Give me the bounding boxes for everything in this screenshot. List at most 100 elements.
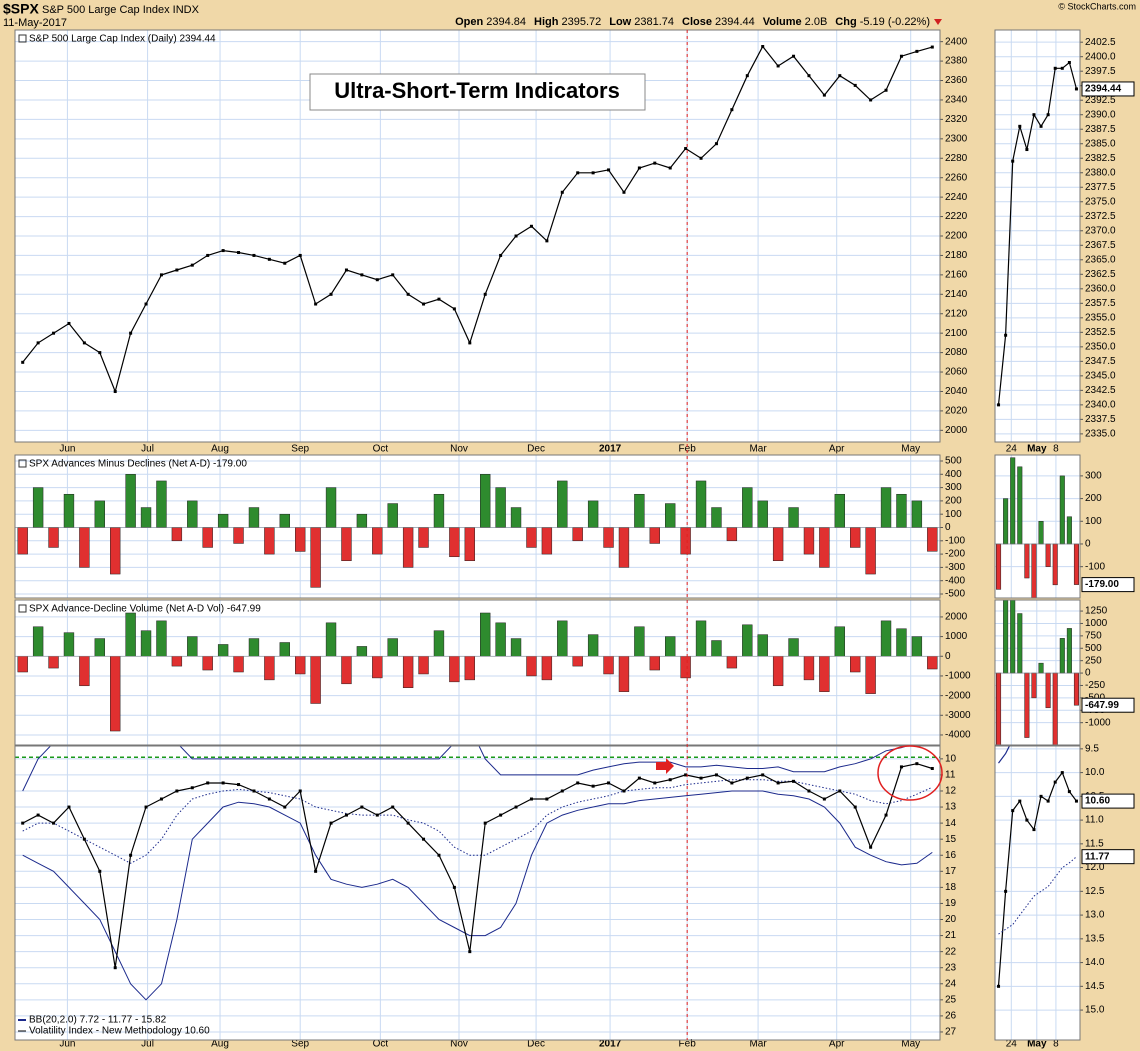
- panel-frame: [994, 599, 1081, 746]
- price-bar: [622, 190, 626, 194]
- annotation: Ultra-Short-Term Indicators: [334, 78, 620, 103]
- price-bar: [807, 789, 811, 793]
- price-bar: [190, 263, 194, 267]
- y-tick-label: -4000: [945, 730, 971, 741]
- x-tick-label: 2017: [599, 444, 622, 455]
- price-bar: [1053, 780, 1057, 784]
- quote-value: -5.19 (-0.22%): [860, 16, 930, 28]
- x-tick-label: Jul: [141, 444, 154, 455]
- y-tick-label: 2382.5: [1085, 153, 1116, 164]
- bar: [865, 656, 876, 694]
- bar: [202, 656, 213, 671]
- price-bar: [576, 171, 580, 175]
- bar: [202, 527, 213, 548]
- price-bar: [607, 168, 611, 172]
- price-bar: [730, 781, 734, 785]
- price-bar: [1060, 771, 1064, 775]
- y-tick-label: 13.5: [1085, 933, 1105, 944]
- bar: [834, 493, 845, 528]
- price-bar: [406, 292, 410, 296]
- price-bar: [82, 837, 86, 841]
- price-bar: [915, 762, 919, 766]
- bar: [217, 644, 229, 657]
- y-tick-label: -3000: [945, 710, 971, 721]
- bar: [264, 527, 275, 555]
- price-bar: [82, 341, 86, 345]
- bar: [464, 656, 475, 681]
- panel-bg: [15, 600, 940, 745]
- bar: [464, 527, 475, 562]
- index-name: S&P 500 Large Cap Index INDX: [42, 4, 200, 16]
- bar: [418, 656, 429, 675]
- panel-title: SPX Advance-Decline Volume (Net A-D Vol)…: [29, 604, 261, 615]
- quote-value: 2394.44: [715, 16, 755, 28]
- price-bar: [1067, 60, 1071, 64]
- panel: [15, 600, 940, 745]
- bar: [772, 527, 784, 562]
- y-tick-label: 2357.5: [1085, 298, 1116, 309]
- y-tick-label: 14: [945, 818, 957, 829]
- panel-title: SPX Advances Minus Declines (Net A-D) -1…: [29, 459, 247, 470]
- price-bar: [591, 171, 595, 175]
- y-tick-label: 0: [1085, 539, 1091, 550]
- price-bar: [98, 351, 102, 355]
- x-tick-label: Apr: [829, 1039, 845, 1050]
- price-line: [22, 763, 933, 968]
- y-tick-label: 2280: [945, 153, 968, 164]
- highlight-circle: [877, 745, 943, 801]
- y-tick-label: 2320: [945, 114, 968, 125]
- price-bar: [637, 776, 641, 780]
- bar: [1031, 672, 1037, 699]
- quote-value: 2381.74: [634, 16, 674, 28]
- y-tick-label: 2000: [945, 425, 968, 436]
- price-bar: [52, 821, 56, 825]
- y-tick-label: 2350.0: [1085, 341, 1116, 352]
- panel-frame: [994, 29, 1081, 443]
- price-bar: [560, 789, 564, 793]
- quote-label: Chg: [835, 16, 856, 28]
- bar: [526, 656, 537, 677]
- panel-bg: [15, 746, 940, 1040]
- y-tick-label: 17: [945, 866, 957, 877]
- bar: [695, 620, 707, 657]
- y-tick-label: -100: [1085, 561, 1105, 572]
- x-tick-label: Oct: [373, 1039, 389, 1050]
- panels: 2000202020402060208021002120214021602180…: [14, 29, 1135, 1050]
- bar: [356, 646, 368, 657]
- price-bar: [329, 292, 333, 296]
- panel-title: S&P 500 Large Cap Index (Daily) 2394.44: [29, 34, 216, 45]
- bar: [618, 527, 630, 568]
- bar: [187, 500, 198, 528]
- y-tick-label: 2345.0: [1085, 370, 1116, 381]
- price-bar: [283, 261, 287, 265]
- x-tick-label: Mar: [749, 444, 767, 455]
- price-bar: [1032, 828, 1036, 832]
- price-bar: [761, 45, 765, 49]
- title-icon: [18, 459, 27, 468]
- price-bar: [545, 239, 549, 243]
- symbol: $SPX: [3, 1, 39, 17]
- y-tick-label: -1000: [945, 671, 971, 682]
- price-bar: [375, 813, 379, 817]
- bar: [603, 656, 614, 675]
- bar: [372, 656, 383, 679]
- bar: [1017, 613, 1023, 674]
- y-tick-label: 2385.0: [1085, 138, 1116, 149]
- price-bar: [113, 389, 117, 393]
- price-bar: [1018, 124, 1022, 128]
- price-bar: [175, 789, 179, 793]
- price-bar: [144, 302, 148, 306]
- y-tick-label: 2372.5: [1085, 211, 1116, 222]
- price-bar: [1025, 148, 1029, 152]
- bar: [927, 527, 938, 552]
- y-tick-label: 2365.0: [1085, 254, 1116, 265]
- y-tick-label: 12: [945, 786, 957, 797]
- bar: [1010, 457, 1016, 545]
- x-tick-label: May: [1027, 444, 1047, 455]
- price-bar: [267, 257, 271, 261]
- y-tick-label: 2387.5: [1085, 124, 1116, 135]
- bar: [1066, 516, 1072, 545]
- bar: [1045, 672, 1051, 709]
- y-tick-label: 2337.5: [1085, 414, 1116, 425]
- price-bar: [730, 108, 734, 112]
